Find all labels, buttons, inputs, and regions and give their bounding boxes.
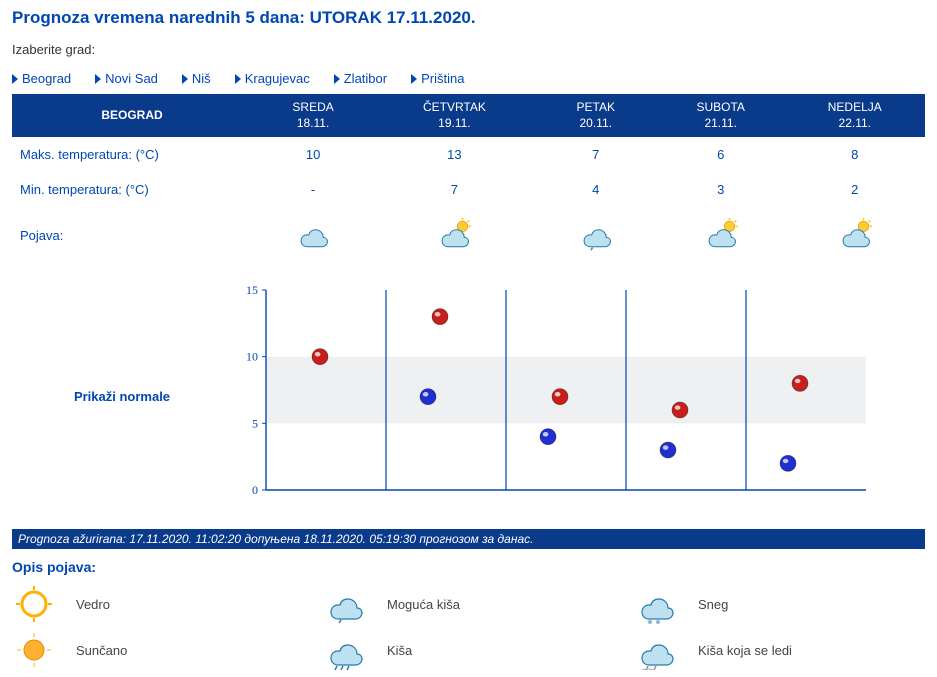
value-cell: 7 [535,137,657,172]
chart-toggle-label[interactable]: Prikaži normale [12,389,232,404]
day-header: NEDELJA22.11. [785,94,925,137]
legend-label: Kiša [387,643,412,658]
city-tab-kragujevac[interactable]: Kragujevac [235,71,310,86]
rain-icon [323,630,367,670]
legend-item: Kiša koja se ledi [634,631,925,669]
value-cell: 7 [374,172,534,207]
day-header: SREDA18.11. [252,94,374,137]
city-tab-novisad[interactable]: Novi Sad [95,71,158,86]
legend-label: Kiša koja se ledi [698,643,792,658]
row-label: Min. temperatura: (°C) [12,172,252,207]
city-tab-pritina[interactable]: Priština [411,71,464,86]
value-cell: 13 [374,137,534,172]
day-header: ČETVRTAK19.11. [374,94,534,137]
legend-icon [12,585,56,623]
arrow-icon [235,74,241,84]
weather-icon-cell [657,207,785,264]
legend-label: Sneg [698,597,728,612]
partly-icon [834,217,876,251]
legend-label: Moguća kiša [387,597,460,612]
weather-icon-cell [535,207,657,264]
value-cell: 3 [657,172,785,207]
city-tabs: Beograd Novi Sad Niš Kragujevac Zlatibor Priš… [12,71,925,86]
forecast-table: BEOGRADSREDA18.11.ČETVRTAK19.11.PETAK20.… [12,94,925,264]
arrow-icon [182,74,188,84]
city-tab-ni[interactable]: Niš [182,71,211,86]
city-tab-label: Priština [421,71,464,86]
legend-title: Opis pojava: [12,559,925,575]
city-tab-label: Kragujevac [245,71,310,86]
legend-item: Sneg [634,585,925,623]
legend-icon [634,631,678,669]
select-city-label: Izaberite grad: [12,42,925,57]
value-cell: 6 [657,137,785,172]
legend-icon [323,585,367,623]
legend-item: Kiša [323,631,614,669]
city-tab-label: Beograd [22,71,71,86]
legend-item: Vedro [12,585,303,623]
partly-icon [433,217,475,251]
city-tab-beograd[interactable]: Beograd [12,71,71,86]
partly-icon [700,217,742,251]
arrow-icon [95,74,101,84]
chart-max-marker [792,376,808,392]
arrow-icon [411,74,417,84]
snow-icon [634,584,678,624]
weather-icon-cell [374,207,534,264]
city-tab-zlatibor[interactable]: Zlatibor [334,71,387,86]
value-cell: 8 [785,137,925,172]
day-header: SUBOTA21.11. [657,94,785,137]
value-cell: 2 [785,172,925,207]
day-header: PETAK20.11. [535,94,657,137]
arrow-icon [334,74,340,84]
city-header: BEOGRAD [12,94,252,137]
chart-min-marker [540,429,556,445]
legend-label: Sunčano [76,643,127,658]
legend-item: Moguća kiša [323,585,614,623]
city-tab-label: Niš [192,71,211,86]
legend-icon [12,631,56,669]
svg-text:10: 10 [246,350,258,364]
legend-icon [323,631,367,669]
legend-icon [634,585,678,623]
value-cell: 4 [535,172,657,207]
chart-max-marker [552,389,568,405]
value-cell: - [252,172,374,207]
clear-outline-icon [12,584,56,624]
arrow-icon [12,74,18,84]
sun-icon [12,630,56,670]
page-title: Prognoza vremena narednih 5 dana: UTORAK… [12,8,925,28]
chart-min-marker [420,389,436,405]
legend-grid: Vedro Moguća kiša Sneg Sunčano Kiša Kiša koja… [12,585,925,669]
chart-max-marker [672,402,688,418]
weather-icon-cell [785,207,925,264]
update-bar: Prognoza ažurirana: 17.11.2020. 11:02:20… [12,529,925,549]
city-tab-label: Zlatibor [344,71,387,86]
chart-max-marker [312,349,328,365]
rain-light-icon [323,584,367,624]
row-label: Maks. temperatura: (°C) [12,137,252,172]
cloud-icon [292,217,334,251]
freezing-rain-icon [634,630,678,670]
rain-light-icon [575,217,617,251]
chart-min-marker [660,442,676,458]
svg-text:0: 0 [252,483,258,497]
svg-text:15: 15 [246,283,258,297]
temperature-chart: 0 5 10 15 [232,280,872,513]
value-cell: 10 [252,137,374,172]
city-tab-label: Novi Sad [105,71,158,86]
legend-label: Vedro [76,597,110,612]
legend-item: Sunčano [12,631,303,669]
chart-min-marker [780,456,796,472]
chart-max-marker [432,309,448,325]
svg-text:5: 5 [252,417,258,431]
weather-icon-cell [252,207,374,264]
row-label: Pojava: [12,207,252,264]
